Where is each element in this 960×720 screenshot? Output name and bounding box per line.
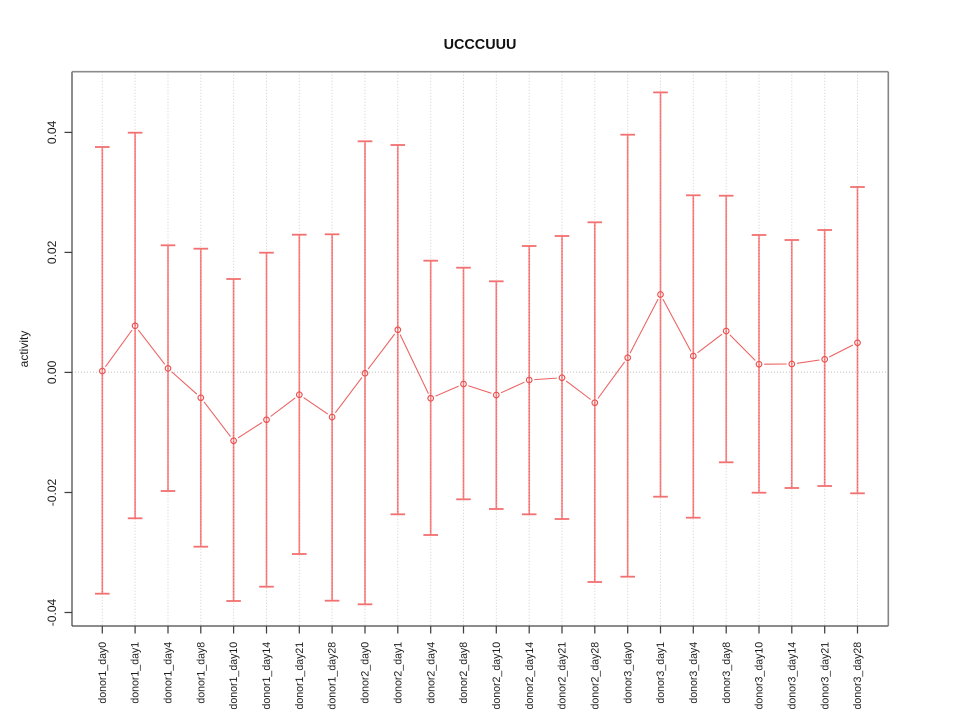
svg-text:UCCCUUU: UCCCUUU (444, 37, 517, 53)
svg-text:donor3_day1: donor3_day1 (655, 642, 667, 704)
svg-text:donor2_day1: donor2_day1 (392, 642, 404, 704)
svg-text:donor1_day28: donor1_day28 (327, 642, 339, 710)
svg-text:donor1_day10: donor1_day10 (228, 642, 240, 710)
svg-text:donor2_day10: donor2_day10 (491, 642, 503, 710)
svg-text:donor1_day0: donor1_day0 (97, 642, 109, 704)
svg-text:donor1_day1: donor1_day1 (130, 642, 142, 704)
svg-text:0.00: 0.00 (45, 360, 59, 384)
svg-text:donor1_day4: donor1_day4 (163, 642, 175, 704)
svg-text:0.02: 0.02 (45, 240, 59, 264)
svg-text:0.04: 0.04 (45, 120, 59, 144)
svg-text:donor3_day10: donor3_day10 (754, 642, 766, 710)
svg-text:donor3_day8: donor3_day8 (721, 642, 733, 704)
svg-text:donor2_day8: donor2_day8 (458, 642, 470, 704)
svg-text:donor3_day0: donor3_day0 (622, 642, 634, 704)
svg-text:donor2_day4: donor2_day4 (425, 642, 437, 704)
svg-text:activity: activity (17, 331, 31, 368)
svg-text:donor1_day21: donor1_day21 (294, 642, 306, 710)
svg-text:-0.04: -0.04 (45, 599, 59, 627)
svg-text:donor3_day14: donor3_day14 (786, 642, 798, 710)
svg-text:donor3_day28: donor3_day28 (852, 642, 864, 710)
svg-text:donor1_day8: donor1_day8 (195, 642, 207, 704)
svg-text:donor2_day14: donor2_day14 (524, 642, 536, 710)
svg-text:donor2_day21: donor2_day21 (557, 642, 569, 710)
svg-text:donor1_day14: donor1_day14 (261, 642, 273, 710)
svg-text:donor2_day0: donor2_day0 (360, 642, 372, 704)
svg-text:-0.02: -0.02 (45, 479, 59, 507)
svg-text:donor3_day4: donor3_day4 (688, 642, 700, 704)
svg-text:donor2_day28: donor2_day28 (589, 642, 601, 710)
svg-text:donor3_day21: donor3_day21 (819, 642, 831, 710)
